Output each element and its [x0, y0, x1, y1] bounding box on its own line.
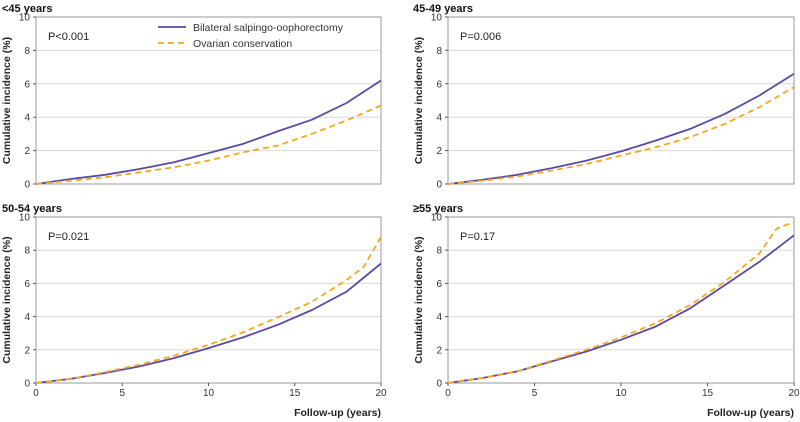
- y-tick-label: 2: [24, 146, 30, 157]
- series-line-conservation: [447, 221, 795, 384]
- y-axis-label: Cumulative incidence (%): [413, 236, 425, 363]
- y-tick-label: 4: [436, 312, 442, 323]
- panel-title: ≥55 years: [413, 203, 463, 215]
- x-tick-label: 15: [702, 388, 714, 399]
- y-tick-label: 2: [436, 146, 442, 157]
- y-tick-label: 4: [24, 312, 30, 323]
- y-tick-label: 10: [431, 213, 443, 224]
- panel-1: 0 2 4 6 8 10<45 years Cumulative incidence (%)…: [1, 3, 382, 191]
- y-tick-label: 8: [24, 246, 30, 257]
- y-tick-label: 4: [436, 113, 442, 124]
- y-tick-label: 2: [436, 345, 442, 356]
- p-value: P=0.17: [460, 231, 495, 243]
- legend-label-bso: Bilateral salpingo-oophorectomy: [193, 22, 344, 34]
- y-tick-label: 0: [24, 180, 30, 191]
- x-tick-label: 0: [445, 388, 451, 399]
- plot-frame: [447, 16, 795, 185]
- series-line-bso: [35, 79, 382, 185]
- x-tick-label: 5: [119, 388, 125, 399]
- y-axis-label: Cumulative incidence (%): [1, 37, 13, 164]
- series-line-bso: [447, 234, 795, 384]
- y-tick-label: 6: [436, 79, 442, 90]
- y-tick-label: 8: [436, 246, 442, 257]
- panel-title: <45 years: [2, 3, 52, 15]
- plot-area: [36, 217, 381, 383]
- x-tick-label: 10: [615, 388, 627, 399]
- y-tick-label: 10: [19, 213, 31, 224]
- y-tick-label: 0: [436, 379, 442, 390]
- x-tick-label: 0: [33, 388, 39, 399]
- panel-4: 0 2 4 6 8 10 0 5 10 15 20 ≥55 years Cumulative incid…: [413, 203, 800, 419]
- y-tick-label: 8: [436, 46, 442, 57]
- x-tick-label: 20: [375, 388, 387, 399]
- series-line-conservation: [35, 104, 382, 185]
- series-line-bso: [447, 73, 795, 185]
- plot-area: [36, 17, 381, 184]
- series-line-conservation: [35, 236, 382, 384]
- series-line-bso: [35, 262, 382, 384]
- p-value: P=0.006: [460, 31, 501, 43]
- plot-frame: [35, 16, 382, 185]
- y-tick-label: 6: [436, 279, 442, 290]
- y-tick-label: 10: [19, 13, 31, 24]
- legend-label-conservation: Ovarian conservation: [193, 38, 292, 50]
- y-tick-label: 6: [24, 279, 30, 290]
- y-tick-label: 4: [24, 113, 30, 124]
- x-axis-label: Follow-up (years): [294, 407, 381, 419]
- p-value: P<0.001: [48, 31, 89, 43]
- series-line-conservation: [447, 86, 795, 185]
- y-tick-label: 0: [436, 180, 442, 191]
- x-tick-label: 5: [532, 388, 538, 399]
- p-value: P=0.021: [48, 231, 89, 243]
- x-axis-label: Follow-up (years): [707, 407, 794, 419]
- y-tick-label: 6: [24, 79, 30, 90]
- y-tick-label: 10: [431, 13, 443, 24]
- y-tick-label: 2: [24, 345, 30, 356]
- x-tick-label: 20: [788, 388, 800, 399]
- y-axis-label: Cumulative incidence (%): [413, 37, 425, 164]
- panel-title: 45-49 years: [413, 3, 473, 15]
- y-tick-label: 8: [24, 46, 30, 57]
- legend: Bilateral salpingo-oophorectomy Ovarian c…: [158, 22, 344, 50]
- panel-title: 50-54 years: [2, 203, 62, 215]
- panel-3: 0 2 4 6 8 10 0 5 10 15 20 50-54 years Cumulative inc…: [1, 203, 387, 419]
- plot-area: [448, 217, 794, 383]
- x-tick-label: 10: [203, 388, 215, 399]
- x-tick-label: 15: [289, 388, 301, 399]
- y-axis-label: Cumulative incidence (%): [1, 236, 13, 363]
- y-tick-label: 0: [24, 379, 30, 390]
